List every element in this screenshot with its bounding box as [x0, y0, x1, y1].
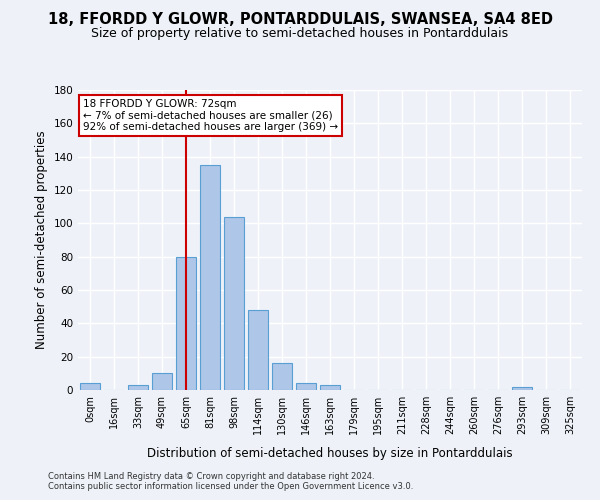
Text: 18, FFORDD Y GLOWR, PONTARDDULAIS, SWANSEA, SA4 8ED: 18, FFORDD Y GLOWR, PONTARDDULAIS, SWANS… [47, 12, 553, 28]
Bar [200, 165, 220, 390]
Bar [224, 216, 244, 390]
Text: Contains public sector information licensed under the Open Government Licence v3: Contains public sector information licen… [48, 482, 413, 491]
Bar [80, 384, 100, 390]
Bar [320, 385, 340, 390]
Bar [152, 374, 172, 390]
Bar [248, 310, 268, 390]
Text: Contains HM Land Registry data © Crown copyright and database right 2024.: Contains HM Land Registry data © Crown c… [48, 472, 374, 481]
Text: Size of property relative to semi-detached houses in Pontarddulais: Size of property relative to semi-detach… [91, 28, 509, 40]
Bar [512, 386, 532, 390]
Text: Distribution of semi-detached houses by size in Pontarddulais: Distribution of semi-detached houses by … [147, 448, 513, 460]
Bar [176, 256, 196, 390]
Bar [272, 364, 292, 390]
Bar [296, 384, 316, 390]
Bar [128, 385, 148, 390]
Text: 18 FFORDD Y GLOWR: 72sqm
← 7% of semi-detached houses are smaller (26)
92% of se: 18 FFORDD Y GLOWR: 72sqm ← 7% of semi-de… [83, 99, 338, 132]
Y-axis label: Number of semi-detached properties: Number of semi-detached properties [35, 130, 48, 350]
